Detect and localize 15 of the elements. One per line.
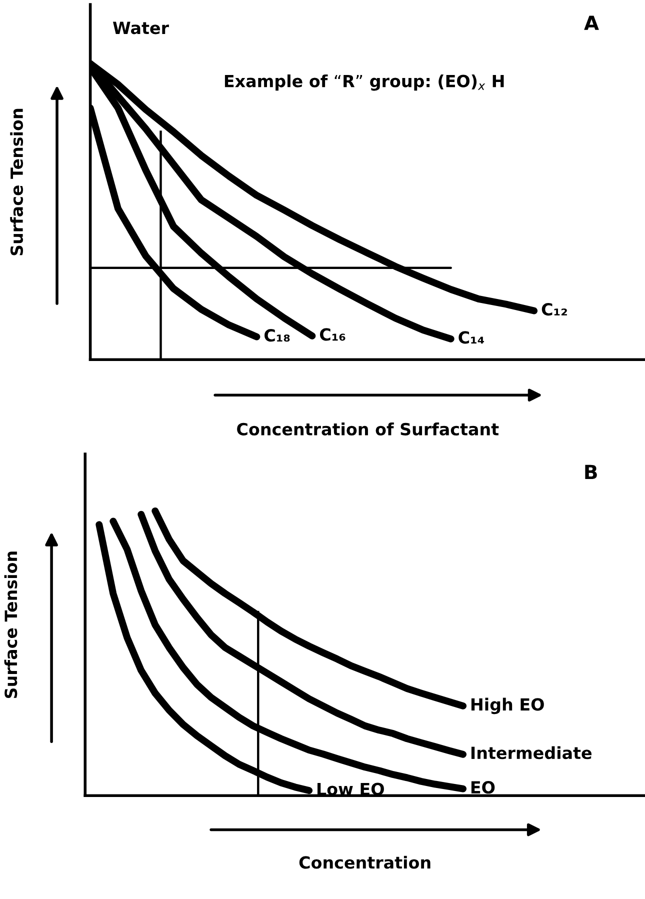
series-label: C₁₄ — [458, 331, 484, 344]
series-label: C₁₆ — [320, 328, 346, 341]
series-label: C₁₂ — [542, 303, 567, 316]
series-label: EO — [471, 781, 495, 794]
y-axis-title: Surface Tension — [4, 552, 18, 698]
series-label: Intermediate — [471, 746, 592, 760]
series-label: C₁₈ — [264, 329, 290, 342]
x-axis-title: Concentration of Surfactant — [237, 422, 499, 436]
chart-title: B — [585, 464, 597, 480]
y-axis-title: Surface Tension — [10, 108, 24, 256]
chart-title: A — [584, 16, 599, 30]
x-axis-title: Concentration — [299, 856, 430, 869]
text: Water — [112, 22, 169, 34]
annotation: Example of “R” group: (EO)$_{x}$ H — [224, 74, 504, 91]
series-label: High EO — [471, 698, 544, 714]
